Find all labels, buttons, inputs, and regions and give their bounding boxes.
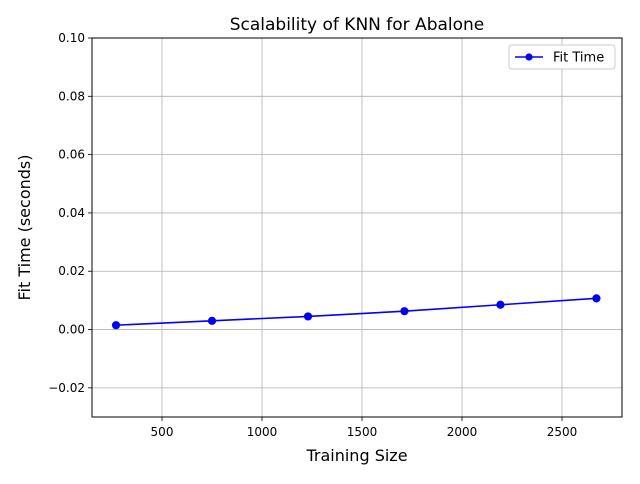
plot-frame	[91, 37, 623, 418]
data-point	[592, 294, 601, 303]
data-point	[496, 300, 505, 309]
y-axis-title: Fit Time (seconds)	[15, 155, 34, 301]
y-tick-label: 0.02	[58, 264, 85, 278]
y-tick-label: 0.06	[58, 148, 85, 162]
legend-box	[508, 44, 616, 70]
x-tick-label: 2000	[447, 425, 478, 439]
y-tick-label: 0.00	[58, 323, 85, 337]
x-tick-label: 1000	[247, 425, 278, 439]
x-axis-title: Training Size	[305, 446, 407, 465]
legend-label: Fit Time	[553, 51, 604, 66]
series-fit-time	[111, 294, 601, 330]
series-layer	[111, 294, 601, 330]
y-tick-label: 0.10	[58, 31, 85, 45]
y-tick-label: 0.08	[58, 89, 85, 103]
ticks: 500 1000 1500 2000 2500 −0.02 0.00 0.02 0.04 0.06…	[48, 31, 577, 439]
x-tick-label: 500	[151, 425, 174, 439]
chart-title: Scalability of KNN for Abalone	[230, 15, 485, 35]
series-line	[115, 297, 597, 326]
data-point	[111, 321, 121, 330]
x-tick-label: 1500	[347, 425, 378, 439]
data-point	[400, 307, 409, 316]
data-point	[303, 312, 313, 321]
data-point	[207, 316, 217, 325]
y-tick-label: 0.04	[58, 206, 85, 220]
legend: Fit Time	[508, 44, 616, 70]
y-tick-label: −0.02	[48, 381, 85, 395]
legend-swatch-marker	[525, 53, 533, 61]
x-tick-label: 2500	[547, 425, 578, 439]
